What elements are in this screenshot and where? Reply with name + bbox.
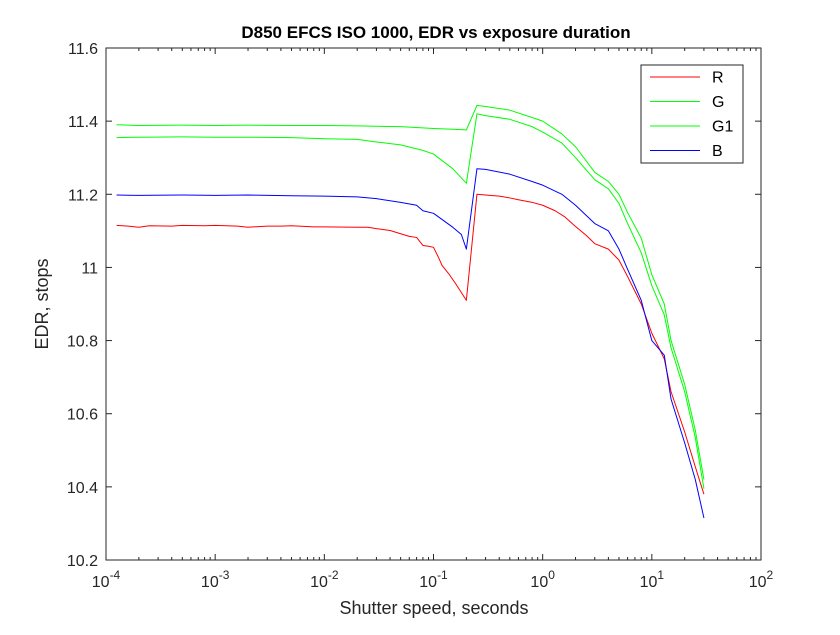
x-tick-base: 10: [201, 574, 219, 591]
x-tick-base: 10: [92, 574, 110, 591]
y-tick-label: 10.2: [67, 553, 98, 570]
y-tick-label: 10.8: [67, 334, 98, 351]
series-line-r: [116, 193, 705, 495]
y-axis-label: EDR, stops: [32, 258, 52, 349]
x-tick-base: 10: [530, 574, 548, 591]
x-tick-base: 10: [640, 574, 658, 591]
y-axis: 10.2 10.4 10.6 10.8 11 11.2 11.4 11.6: [67, 41, 761, 570]
legend-label: G1: [712, 119, 733, 136]
x-tick-exponent: -1: [437, 568, 448, 582]
x-tick-exponent: 1: [657, 568, 664, 582]
x-tick-base: 10: [419, 574, 437, 591]
y-tick-label: 11.2: [68, 187, 98, 204]
x-axis-label: Shutter speed, seconds: [339, 598, 528, 618]
x-tick-base: 10: [749, 574, 767, 591]
y-tick-label: 11: [81, 260, 98, 277]
x-tick-exponent: -4: [110, 568, 121, 582]
x-tick-label: 100: [530, 568, 555, 591]
series-line-b: [116, 168, 705, 519]
legend: RG G1 B: [640, 64, 744, 164]
x-tick-label: 10-3: [201, 568, 230, 591]
x-tick-label: 102: [749, 568, 774, 591]
legend-label: B: [712, 143, 723, 160]
series-layer: [116, 104, 705, 519]
legend-box: [640, 64, 744, 164]
legend-label: G: [712, 94, 724, 111]
x-tick-label: 10-1: [419, 568, 448, 591]
y-tick-label: 10.6: [67, 407, 98, 424]
x-tick-label: 10-4: [92, 568, 121, 591]
y-tick-label: 11.4: [68, 114, 98, 131]
x-tick-exponent: 0: [548, 568, 555, 582]
x-tick-base: 10: [310, 574, 328, 591]
x-tick-exponent: 2: [767, 568, 774, 582]
x-tick-exponent: -2: [328, 568, 339, 582]
y-tick-label: 10.4: [67, 480, 98, 497]
y-tick-label: 11.6: [68, 41, 98, 58]
x-tick-label: 101: [640, 568, 665, 591]
series-line-g1: [116, 113, 705, 489]
series-line-g: [116, 104, 705, 480]
legend-label: R: [712, 70, 724, 87]
x-axis: 10-4 10-3 10-2 10-1 100 101 102: [92, 48, 774, 591]
x-tick-exponent: -3: [219, 568, 230, 582]
x-tick-label: 10-2: [310, 568, 339, 591]
chart-title: D850 EFCS ISO 1000, EDR vs exposure dura…: [241, 23, 630, 42]
